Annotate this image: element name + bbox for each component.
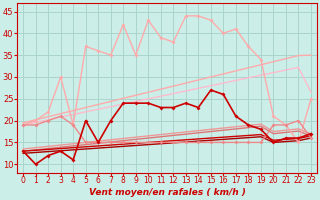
X-axis label: Vent moyen/en rafales ( km/h ): Vent moyen/en rafales ( km/h )	[89, 188, 245, 197]
